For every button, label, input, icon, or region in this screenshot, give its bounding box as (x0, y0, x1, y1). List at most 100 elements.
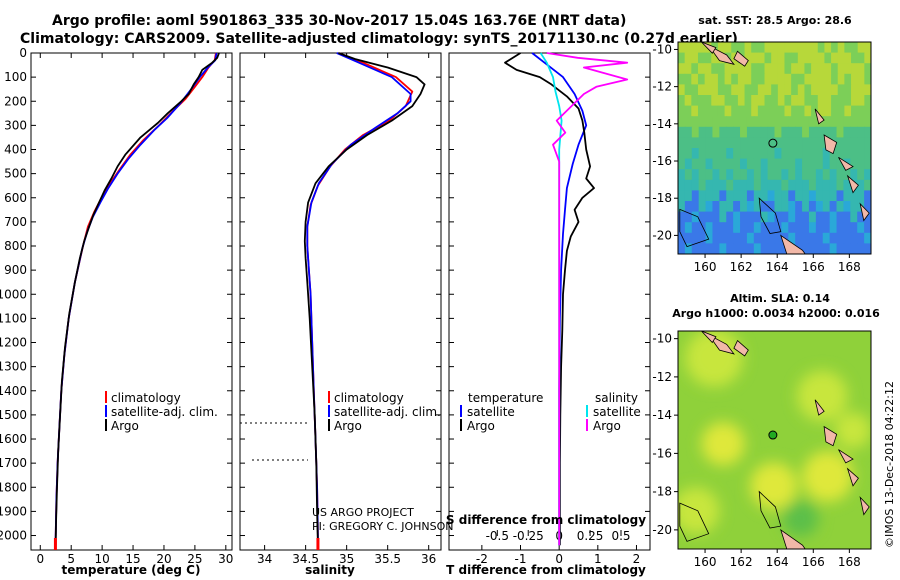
sst-cell (767, 169, 776, 181)
sst-cell (698, 116, 707, 128)
sst-cell (857, 116, 865, 128)
sst-cell (857, 179, 865, 191)
sst-cell (719, 126, 727, 138)
sst-cell (726, 116, 734, 128)
sst-cell (740, 211, 748, 223)
sst-cell (678, 158, 686, 170)
sst-cell (751, 95, 759, 107)
sst-cell (678, 105, 686, 117)
sst-cell (771, 63, 779, 75)
sst-cell (784, 63, 792, 75)
sst-cell (753, 232, 762, 244)
sst-cell (791, 105, 799, 117)
sst-cell (712, 201, 720, 213)
sst-cell (804, 52, 812, 64)
sst-cell (857, 52, 865, 64)
sst-cell (771, 105, 779, 117)
lat-tick-label: -20 (652, 228, 672, 242)
sst-cell (760, 211, 769, 223)
sst-cell (753, 179, 762, 191)
sst-cell (751, 52, 759, 64)
sst-cell (705, 211, 714, 223)
sst-cell (678, 52, 686, 64)
sst-cell (678, 232, 686, 244)
sst-cell (844, 95, 852, 107)
legend-satellite-label: satellite-adj. clim. (111, 405, 218, 419)
sla-map-axes: 160 162 164 166 168 -10 -12 -14 -16 -18 -20 (652, 332, 860, 569)
sst-cell (760, 148, 769, 160)
lon-tick-label: 166 (802, 260, 825, 274)
sst-cell (691, 243, 700, 254)
sst-cell (864, 105, 871, 117)
sst-cell (726, 211, 734, 223)
sst-cell (740, 232, 748, 244)
sst-cell (774, 179, 782, 191)
sst-map-frame (677, 41, 872, 255)
sst-cell (864, 148, 871, 160)
sst-cell (857, 84, 865, 96)
sst-cell (788, 201, 796, 213)
sst-cell (751, 73, 759, 85)
sst-cell (684, 201, 693, 213)
legend-argo-label: Argo (334, 419, 362, 433)
sst-cell (764, 84, 772, 96)
sst-cell (802, 232, 810, 244)
sst-cell (788, 222, 796, 234)
sst-map-land (679, 42, 870, 254)
sst-cell (740, 116, 748, 128)
sst-cell (795, 148, 803, 160)
sst-cell (857, 73, 865, 85)
sst-cell (757, 95, 766, 107)
sst-cell (851, 84, 859, 96)
sst-cell (746, 190, 755, 202)
sst-cell (808, 243, 817, 254)
sst-cell (733, 201, 741, 213)
sst-cell (781, 137, 789, 149)
sst-cell (831, 105, 839, 117)
sst-cell (824, 73, 832, 85)
sst-cell (746, 201, 755, 213)
depth-tick-label: 1800 (0, 480, 27, 494)
sst-cell (851, 95, 859, 107)
reef-outline (758, 490, 782, 529)
sst-cell (678, 201, 686, 213)
sst-cell (815, 126, 824, 138)
sla-map-frame (677, 330, 872, 550)
salinity-xlabel: salinity (305, 563, 355, 577)
sst-cell (746, 232, 755, 244)
sst-cell (724, 84, 732, 96)
sst-cell (864, 116, 871, 128)
depth-tick-label: 1900 (0, 504, 27, 518)
sst-cell (697, 52, 706, 64)
sst-cell (774, 116, 782, 128)
sst-cell (746, 169, 755, 181)
sst-cell (811, 52, 819, 64)
sst-cell (705, 137, 714, 149)
sst-cell (731, 73, 739, 85)
lon-tick-label: 168 (838, 260, 861, 274)
sst-cell (817, 73, 826, 85)
sst-cell (802, 148, 810, 160)
sst-cell (777, 84, 786, 96)
sst-cell (753, 148, 762, 160)
sst-cell (811, 42, 819, 54)
sst-cell (767, 190, 776, 202)
sst-cell (788, 158, 796, 170)
sst-cell (717, 95, 726, 107)
sst-cell (678, 243, 686, 254)
sst-cell (698, 190, 707, 202)
sst-cell (712, 148, 720, 160)
argo-line (54, 52, 220, 546)
sst-cell (864, 95, 871, 107)
sst-cell (746, 222, 755, 234)
sst-cell (719, 211, 727, 223)
sst-cell (857, 126, 865, 138)
island (701, 42, 717, 54)
sst-cell (836, 137, 845, 149)
sst-cell (711, 73, 719, 85)
sst-cell (795, 190, 803, 202)
sst-cell (857, 148, 865, 160)
sst-cell (836, 169, 845, 181)
sst-cell (864, 137, 871, 149)
sst-cell (850, 169, 858, 181)
